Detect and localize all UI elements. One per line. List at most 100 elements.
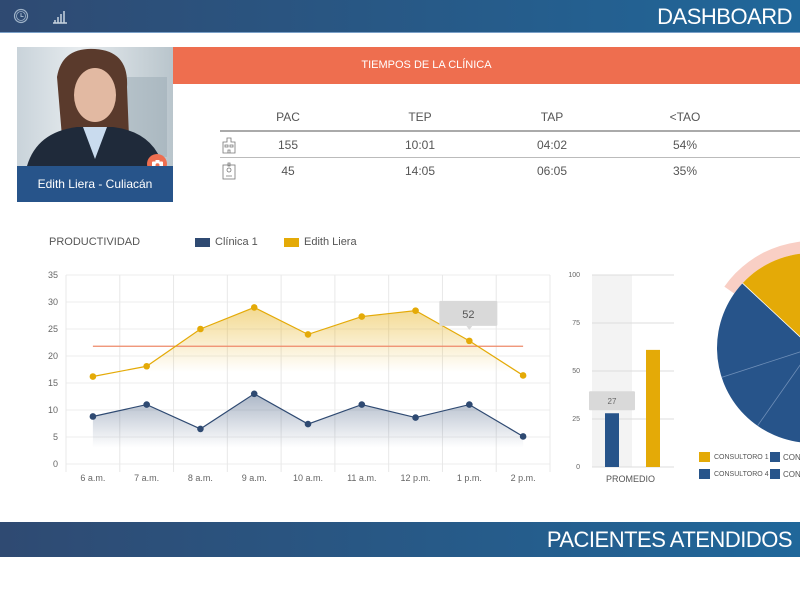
data-point xyxy=(143,401,150,408)
legend-label: CON xyxy=(783,452,800,462)
y-tick-label: 15 xyxy=(48,378,58,388)
data-point xyxy=(250,304,258,311)
slice-divider xyxy=(721,351,800,378)
y-tick-label: 0 xyxy=(53,459,58,469)
data-point xyxy=(519,372,527,379)
data-point xyxy=(304,420,312,428)
clinic-times-table: PAC TEP TAP <TAO 155 10:01 04:02 54% 45 … xyxy=(220,104,800,184)
pie-slice xyxy=(717,283,800,443)
tooltip-box xyxy=(589,391,635,411)
clinic-times-title: TIEMPOS DE LA CLÍNICA xyxy=(173,47,800,84)
hospital-icon xyxy=(222,137,236,154)
profile-name: Edith Liera - Culiacán xyxy=(17,166,173,202)
productivity-line-chart: 0 5 10 15 20 25 30 35 6 a.m. 7 a.m. 8 a.m. 9 a.m. 10… xyxy=(48,270,551,483)
data-point xyxy=(143,362,150,370)
cell: 06:05 xyxy=(536,164,568,178)
highlight-arc xyxy=(724,241,800,294)
clock-icon[interactable] xyxy=(13,8,29,24)
column-header: PAC xyxy=(276,110,300,124)
table-row: 45 14:05 06:05 35% xyxy=(220,158,800,184)
y-tick-label: 25 xyxy=(572,416,580,423)
y-tick-label: 5 xyxy=(53,432,58,442)
table-row: 155 10:01 04:02 54% xyxy=(220,132,800,158)
tooltip-pointer xyxy=(466,325,473,330)
data-point xyxy=(197,325,204,333)
series-area xyxy=(92,307,524,389)
top-header: DASHBOARD xyxy=(0,0,800,33)
legend-label: Edith Liera xyxy=(304,236,357,248)
cell: 35% xyxy=(672,164,698,178)
productivity-title: PRODUCTIVIDAD xyxy=(49,236,141,248)
data-point xyxy=(412,307,419,314)
bar xyxy=(605,413,619,467)
data-point xyxy=(358,401,366,408)
column-header: TEP xyxy=(408,110,432,124)
data-point xyxy=(466,401,473,408)
section-title: PACIENTES ATENDIDOS xyxy=(546,527,793,552)
cell: 14:05 xyxy=(404,164,436,178)
profile-card: Edith Liera - Culiacán xyxy=(17,47,173,202)
profile-photo xyxy=(17,47,173,166)
data-point xyxy=(466,337,473,345)
consultorio-pie-chart xyxy=(717,241,800,443)
bar xyxy=(646,349,660,467)
slice-divider xyxy=(742,282,800,338)
pie-slice xyxy=(742,253,800,337)
y-tick-label: 25 xyxy=(48,324,58,334)
x-tick-label: 8 a.m. xyxy=(188,473,213,483)
data-point xyxy=(412,414,419,421)
average-bar-chart: 0 25 50 75 100 27 xyxy=(568,272,674,471)
legend-edith[interactable]: Edith Liera xyxy=(284,236,357,248)
tooltip-text: 52 xyxy=(462,309,474,321)
data-point xyxy=(304,331,312,338)
x-tick-label: 9 a.m. xyxy=(242,473,267,483)
y-tick-label: 35 xyxy=(48,270,58,280)
page-title: DASHBOARD xyxy=(657,4,792,29)
y-tick-label: 75 xyxy=(572,320,580,327)
tooltip-box xyxy=(439,300,498,326)
x-tick-label: 2 p.m. xyxy=(511,473,536,483)
pie-legend-item[interactable]: CON xyxy=(770,469,800,479)
pie-legend-item[interactable]: CONSULTORO 1 xyxy=(699,452,769,462)
table-header: PAC TEP TAP <TAO xyxy=(220,104,800,132)
x-tick-label: 12 p.m. xyxy=(401,473,431,483)
data-point xyxy=(197,425,204,433)
bar-chart-icon[interactable] xyxy=(52,8,68,24)
y-tick-label: 30 xyxy=(48,297,58,307)
y-tick-label: 0 xyxy=(576,464,580,471)
cell: 10:01 xyxy=(404,138,436,152)
cell: 04:02 xyxy=(536,138,568,152)
section-header: PACIENTES ATENDIDOS xyxy=(0,522,800,557)
pie-legend-item[interactable]: CON xyxy=(770,452,800,462)
cell: 54% xyxy=(672,138,698,152)
pie-legend-item[interactable]: CONSULTORO 4 xyxy=(699,469,769,479)
legend-clinica[interactable]: Clínica 1 xyxy=(195,236,258,248)
legend-label: CON xyxy=(783,469,800,479)
data-point xyxy=(250,390,258,398)
column-header: TAP xyxy=(540,110,564,124)
data-point xyxy=(89,373,97,380)
cell: 155 xyxy=(277,138,299,152)
legend-label: CONSULTORO 1 xyxy=(714,453,769,461)
cell: 45 xyxy=(281,164,295,178)
x-tick-label: 1 p.m. xyxy=(457,473,482,483)
y-tick-label: 50 xyxy=(572,368,580,375)
data-point xyxy=(519,433,527,440)
y-tick-label: 10 xyxy=(48,405,58,415)
y-tick-label: 100 xyxy=(568,272,580,279)
x-tick-label: 11 a.m. xyxy=(347,473,376,483)
average-label: PROMEDIO xyxy=(606,474,656,484)
legend-label: CONSULTORO 4 xyxy=(714,470,769,478)
x-tick-label: 7 a.m. xyxy=(134,473,159,483)
series-area xyxy=(92,393,524,448)
column-header: <TAO xyxy=(669,110,701,124)
data-point xyxy=(89,413,97,420)
x-tick-label: 10 a.m. xyxy=(293,473,323,483)
tooltip-text: 27 xyxy=(608,397,617,406)
x-tick-label: 6 a.m. xyxy=(80,473,105,483)
slice-divider xyxy=(757,364,800,427)
data-point xyxy=(358,313,366,320)
legend-label: Clínica 1 xyxy=(215,236,258,248)
id-badge-icon xyxy=(222,162,236,180)
y-tick-label: 20 xyxy=(48,351,58,361)
